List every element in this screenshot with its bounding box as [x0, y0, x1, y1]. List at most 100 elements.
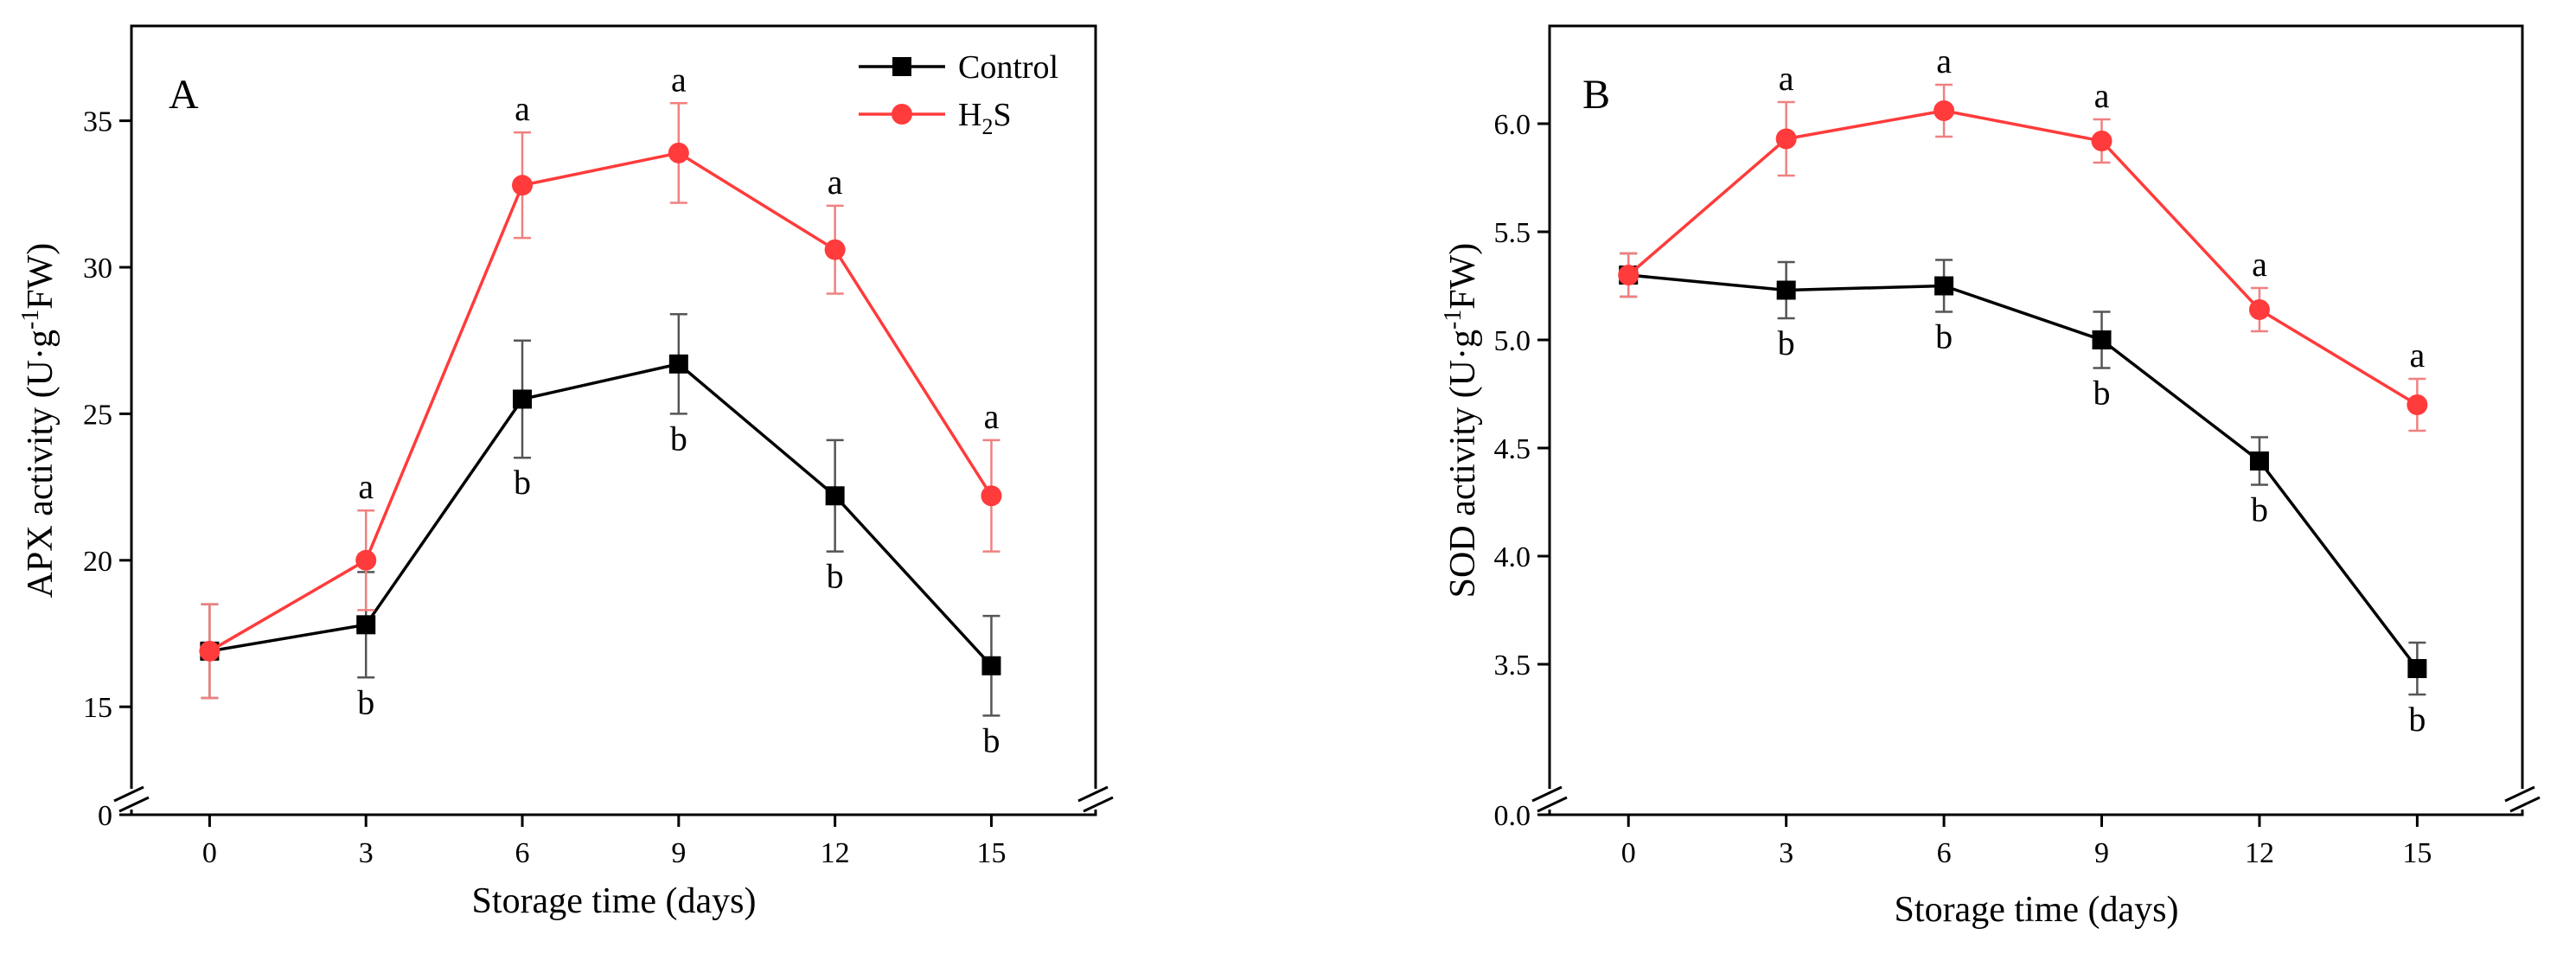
data-point — [1934, 100, 1955, 121]
x-tick-label: 6 — [1937, 837, 1952, 869]
significance-letter: a — [1936, 42, 1952, 80]
y-axis-label-main: APX activity (U·g — [21, 330, 61, 598]
y-axis-label-sup: -1 — [1440, 310, 1467, 330]
significance-letter: a — [358, 467, 374, 506]
series-layer: b b b b b a a a a a — [199, 60, 1002, 759]
x-axis-label: Storage time (days) — [1895, 890, 2179, 930]
significance-letter: a — [2252, 245, 2267, 284]
legend-label-h2s-tail: S — [993, 97, 1011, 133]
y-tick-label: 35 — [83, 106, 112, 138]
series-control: b b b b b — [200, 312, 1001, 759]
series-layer: b b b b b a a a a a — [1618, 42, 2428, 739]
significance-letter: a — [671, 60, 687, 99]
series-h2s: a a a a a — [1618, 42, 2428, 432]
x-tick-label: 15 — [976, 837, 1006, 869]
y-tick-label: 20 — [83, 546, 112, 578]
data-point — [825, 486, 845, 506]
legend: Control H2S — [859, 49, 1058, 139]
significance-letter: b — [982, 720, 1000, 759]
significance-letter: b — [2251, 490, 2268, 529]
axis-break-slash — [1531, 785, 1563, 803]
data-point — [2248, 299, 2270, 320]
y-tick-label: 4.5 — [1494, 433, 1531, 465]
data-point — [2091, 131, 2113, 151]
x-tick-label: 3 — [1779, 837, 1793, 869]
axis-break-slash — [1083, 796, 1114, 813]
data-point — [668, 354, 688, 374]
y-tick-label: 30 — [83, 253, 112, 285]
y-axis-label-main: SOD activity (U·g — [1443, 330, 1483, 598]
legend-marker-control — [892, 57, 911, 76]
significance-letter: b — [1778, 323, 1795, 362]
data-point — [513, 389, 533, 409]
series-line — [1627, 109, 2419, 407]
plot-frame — [130, 24, 1097, 816]
y-tick-label: 5.5 — [1494, 217, 1531, 249]
data-point — [981, 656, 1001, 675]
x-axis-ticks: 0 3 6 9 12 15 — [202, 815, 1006, 869]
x-axis-label: Storage time (days) — [472, 881, 757, 921]
significance-letter: b — [2093, 374, 2111, 413]
y-tick-label: 25 — [83, 399, 112, 431]
significance-letter: b — [2408, 700, 2426, 739]
data-point — [199, 640, 221, 662]
y-axis-ticks: 3.5 4.0 4.5 5.0 5.5 6.0 0.0 — [1494, 109, 1550, 832]
y-axis-label-sup: -1 — [17, 310, 44, 330]
significance-letter: b — [827, 557, 844, 596]
legend-label-h2s: H2S — [958, 97, 1012, 139]
y-tick-label: 4.0 — [1494, 541, 1531, 573]
series-line — [209, 362, 993, 667]
data-point — [2249, 451, 2269, 471]
y-axis-label: APX activity (U·g-1FW) — [17, 243, 61, 599]
data-point — [1776, 280, 1796, 300]
legend-marker-h2s — [892, 104, 912, 125]
x-tick-label: 12 — [821, 837, 850, 869]
series-control: b b b b b — [1619, 252, 2427, 739]
data-point — [512, 175, 534, 196]
panel-label: A — [169, 72, 199, 118]
significance-letter: a — [2409, 336, 2425, 375]
x-tick-label: 9 — [671, 837, 686, 869]
x-tick-label: 12 — [2245, 837, 2274, 869]
axis-break-slash — [1537, 796, 1568, 813]
panel-a: A 0 3 6 9 12 15 15 20 25 30 35 0 Storage time (day… — [17, 24, 1115, 921]
y-axis-label: SOD activity (U·g-1FW) — [1440, 243, 1483, 599]
axis-break-slash — [113, 785, 144, 803]
y-tick-label: 5.0 — [1494, 325, 1531, 357]
x-tick-label: 3 — [359, 837, 374, 869]
y-tick-label: 6.0 — [1494, 109, 1531, 141]
significance-letter: a — [984, 397, 1000, 436]
panel-b: B 0 3 6 9 12 15 3.5 4.0 4.5 5.0 5.5 6.0 0.0 Storage… — [1440, 24, 2541, 930]
data-point — [2092, 330, 2112, 349]
data-point — [2407, 394, 2428, 415]
x-tick-label: 6 — [515, 837, 530, 869]
data-point — [355, 549, 377, 571]
axis-break — [1531, 785, 2541, 813]
data-point — [1934, 276, 1954, 296]
y-axis-label-tail: FW) — [1443, 243, 1483, 310]
axis-break-slash — [2504, 785, 2535, 803]
legend-label-control: Control — [958, 49, 1058, 86]
significance-letter: b — [357, 682, 374, 721]
series-h2s: a a a a a — [199, 60, 1002, 700]
significance-letter: a — [1779, 59, 1794, 98]
data-point — [1618, 265, 1640, 285]
legend-label-h2s-main: H — [958, 97, 981, 133]
y-tick-label: 0.0 — [1494, 800, 1531, 832]
x-tick-label: 0 — [202, 837, 217, 869]
y-axis-label-tail: FW) — [21, 243, 61, 310]
axis-break-slash — [118, 796, 150, 813]
y-tick-label: 3.5 — [1494, 650, 1531, 682]
significance-letter: b — [514, 463, 531, 502]
significance-letter: a — [828, 163, 843, 202]
series-line — [1628, 273, 2419, 670]
axis-break-slash — [1077, 785, 1109, 803]
data-point — [981, 485, 1002, 507]
x-tick-label: 15 — [2402, 837, 2432, 869]
data-point — [1775, 128, 1797, 150]
data-point — [356, 615, 376, 635]
data-point — [2407, 659, 2427, 678]
x-tick-label: 0 — [1621, 837, 1636, 869]
series-line — [208, 151, 993, 653]
